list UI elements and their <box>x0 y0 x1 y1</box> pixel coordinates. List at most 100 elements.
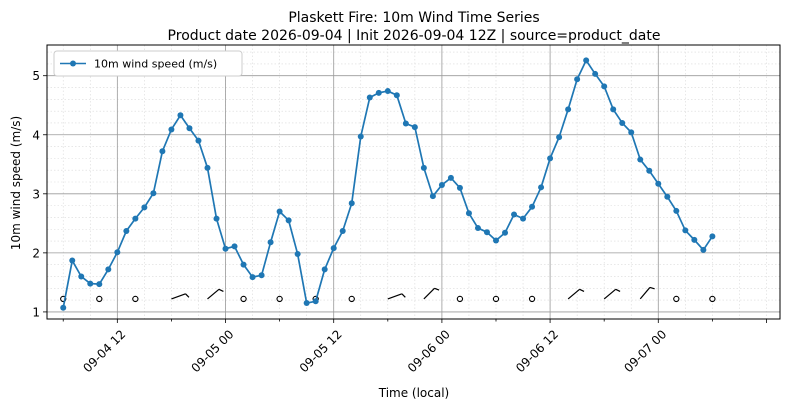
data-point <box>502 229 509 236</box>
wind-barb-calm <box>673 295 680 303</box>
data-point <box>141 204 148 211</box>
data-point <box>177 112 184 119</box>
data-point <box>411 124 418 131</box>
wind-barb-calm <box>456 295 464 303</box>
series-wind-speed <box>60 57 716 311</box>
data-point <box>276 208 283 215</box>
wind-barb-staff <box>171 293 186 300</box>
wind-barb-calm <box>132 295 139 303</box>
data-point <box>132 215 139 222</box>
data-point <box>195 137 202 144</box>
data-point <box>673 207 680 214</box>
y-tick-label: 4 <box>32 128 40 142</box>
data-point <box>583 57 590 64</box>
wind-barb-calm <box>709 295 716 303</box>
y-axis-label: 10m wind speed (m/s) <box>9 116 23 250</box>
chart-subtitle: Product date 2026-09-04 | Init 2026-09-0… <box>168 28 661 44</box>
wind-barb-staff <box>387 293 403 300</box>
data-point <box>565 106 572 113</box>
data-point <box>258 272 265 279</box>
data-point <box>520 215 527 222</box>
wind-barb-calm <box>60 295 67 303</box>
series-line <box>62 59 714 308</box>
wind-barb-staff <box>207 288 220 300</box>
legend-box <box>53 50 243 77</box>
wind-barb-staff <box>639 287 651 300</box>
data-point <box>447 174 454 181</box>
data-point <box>465 210 472 217</box>
data-point <box>231 243 238 250</box>
data-point <box>213 215 220 222</box>
data-point <box>60 304 67 311</box>
data-point <box>592 70 599 77</box>
wind-barb-calm <box>528 295 536 303</box>
data-point <box>321 266 328 273</box>
wind-barb-staff <box>423 287 435 300</box>
chart-title: Plaskett Fire: 10m Wind Time Series <box>288 10 539 26</box>
wind-barb-calm <box>276 295 283 303</box>
y-axis: 1 2 3 4 5 <box>32 69 47 319</box>
wind-barb <box>567 288 585 300</box>
data-point <box>438 181 445 188</box>
data-point <box>150 190 157 197</box>
data-point <box>114 249 121 256</box>
legend-marker <box>70 60 76 67</box>
data-point <box>529 203 536 210</box>
data-point <box>249 274 256 281</box>
data-point <box>222 245 229 252</box>
data-point <box>348 200 355 207</box>
data-point <box>87 280 94 287</box>
data-point <box>420 164 427 171</box>
data-point <box>700 246 707 253</box>
x-tick-label: 09-07 00 <box>621 327 669 375</box>
data-point <box>492 237 499 244</box>
data-point <box>402 120 409 127</box>
data-point <box>682 227 689 234</box>
data-point <box>637 156 644 163</box>
wind-barb-flag <box>434 287 440 291</box>
data-point <box>483 229 490 236</box>
data-point <box>691 236 698 243</box>
y-tick-label: 3 <box>32 187 40 201</box>
data-point <box>159 148 166 155</box>
data-point <box>96 281 103 288</box>
x-tick-label: 09-05 00 <box>189 327 237 375</box>
wind-barb <box>639 286 655 300</box>
x-axis-label: Time (local) <box>378 386 450 400</box>
data-point <box>511 211 518 218</box>
wind-barb-staff <box>567 288 581 300</box>
data-point <box>474 225 481 232</box>
wind-barb <box>603 288 621 300</box>
x-tick-label: 09-06 00 <box>405 327 453 375</box>
data-point <box>646 167 653 174</box>
y-tick-label: 1 <box>32 305 40 319</box>
wind-barb-flag <box>185 293 190 298</box>
data-point <box>628 129 635 136</box>
x-tick-label: 09-04 12 <box>80 327 128 375</box>
wind-barb <box>423 287 440 300</box>
data-point <box>375 89 382 96</box>
legend: 10m wind speed (m/s) <box>53 50 243 77</box>
data-point <box>357 133 364 140</box>
data-point <box>240 261 247 268</box>
wind-barb <box>171 293 190 300</box>
data-point <box>303 300 310 307</box>
wind-barb-flag <box>649 286 655 290</box>
data-point <box>312 298 319 305</box>
data-point <box>456 184 463 191</box>
data-point <box>393 92 400 99</box>
data-point <box>168 126 175 133</box>
wind-barbs <box>60 286 716 303</box>
minor-gridlines <box>47 45 780 319</box>
data-point <box>610 106 617 113</box>
data-point <box>538 184 545 191</box>
data-point <box>601 83 608 90</box>
data-point <box>186 125 193 132</box>
data-point <box>429 193 436 200</box>
data-point <box>78 273 85 280</box>
data-point <box>105 266 112 273</box>
y-tick-label: 2 <box>32 246 40 260</box>
wind-barb-calm <box>240 295 247 303</box>
data-point <box>123 228 130 235</box>
